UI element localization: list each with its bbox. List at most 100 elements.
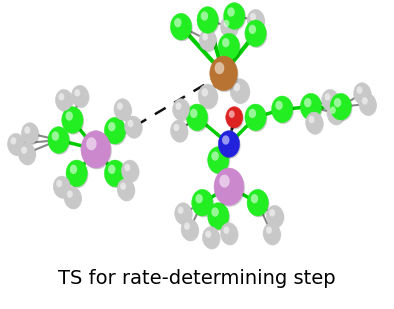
Circle shape: [49, 128, 70, 155]
Circle shape: [9, 135, 26, 156]
Circle shape: [224, 3, 245, 29]
Circle shape: [227, 7, 235, 17]
Circle shape: [62, 107, 83, 133]
Circle shape: [24, 126, 30, 134]
Circle shape: [219, 132, 241, 159]
Circle shape: [181, 219, 198, 240]
Circle shape: [58, 93, 64, 100]
Circle shape: [106, 161, 127, 188]
Text: TS for rate-determining step: TS for rate-determining step: [58, 269, 336, 288]
Circle shape: [106, 119, 127, 145]
Circle shape: [328, 104, 345, 125]
Circle shape: [128, 120, 134, 127]
Circle shape: [108, 165, 115, 174]
Circle shape: [230, 79, 249, 103]
Circle shape: [117, 179, 134, 200]
Circle shape: [300, 93, 322, 120]
Circle shape: [114, 99, 131, 120]
Circle shape: [323, 91, 340, 112]
Circle shape: [173, 124, 179, 131]
Circle shape: [248, 191, 269, 217]
Circle shape: [209, 148, 230, 175]
Circle shape: [63, 108, 84, 135]
Circle shape: [71, 85, 88, 107]
Circle shape: [86, 137, 97, 150]
Circle shape: [176, 204, 193, 225]
Circle shape: [271, 96, 293, 123]
Circle shape: [104, 117, 126, 144]
Circle shape: [325, 93, 331, 100]
Circle shape: [250, 13, 256, 20]
Circle shape: [104, 160, 126, 187]
Circle shape: [248, 11, 265, 32]
Circle shape: [203, 228, 220, 249]
Circle shape: [19, 144, 36, 165]
Circle shape: [21, 146, 27, 154]
Circle shape: [70, 165, 77, 174]
Circle shape: [330, 93, 351, 120]
Circle shape: [56, 91, 73, 112]
Circle shape: [72, 87, 89, 108]
Circle shape: [186, 104, 208, 131]
Circle shape: [247, 9, 264, 31]
Circle shape: [249, 25, 256, 34]
Circle shape: [67, 190, 73, 198]
Circle shape: [126, 117, 143, 139]
Circle shape: [199, 29, 216, 51]
Circle shape: [174, 18, 182, 27]
Circle shape: [227, 108, 244, 129]
Circle shape: [54, 177, 71, 199]
Circle shape: [266, 226, 272, 234]
Circle shape: [125, 164, 130, 171]
Circle shape: [322, 89, 338, 111]
Circle shape: [221, 224, 238, 245]
Circle shape: [66, 160, 87, 187]
Circle shape: [275, 101, 283, 110]
Circle shape: [306, 112, 323, 133]
Circle shape: [18, 143, 35, 164]
Circle shape: [170, 13, 191, 40]
Circle shape: [82, 132, 112, 169]
Circle shape: [251, 194, 258, 203]
Circle shape: [56, 89, 72, 111]
Circle shape: [330, 106, 336, 114]
Circle shape: [74, 89, 80, 96]
Circle shape: [220, 223, 238, 244]
Circle shape: [175, 203, 191, 224]
Circle shape: [225, 4, 246, 31]
Circle shape: [10, 137, 17, 145]
Circle shape: [178, 206, 184, 214]
Circle shape: [222, 135, 229, 145]
Circle shape: [269, 209, 275, 217]
Circle shape: [360, 95, 377, 116]
Circle shape: [202, 33, 208, 40]
Circle shape: [263, 223, 280, 244]
Circle shape: [120, 182, 126, 190]
Circle shape: [125, 116, 141, 138]
Circle shape: [174, 100, 191, 121]
Circle shape: [201, 11, 208, 21]
Circle shape: [223, 226, 229, 234]
Circle shape: [193, 191, 214, 217]
Circle shape: [215, 169, 245, 207]
Circle shape: [211, 57, 238, 92]
Circle shape: [201, 88, 208, 97]
Circle shape: [53, 176, 70, 197]
Circle shape: [327, 103, 344, 124]
Circle shape: [117, 102, 123, 110]
Circle shape: [182, 220, 199, 241]
Circle shape: [219, 175, 230, 188]
Circle shape: [197, 7, 218, 33]
Circle shape: [357, 87, 362, 94]
Circle shape: [205, 231, 211, 238]
Circle shape: [222, 38, 229, 47]
Circle shape: [307, 113, 324, 135]
Circle shape: [221, 17, 238, 39]
Circle shape: [170, 120, 188, 141]
Circle shape: [331, 95, 353, 121]
Circle shape: [245, 104, 266, 131]
Circle shape: [67, 161, 88, 188]
Circle shape: [208, 203, 229, 229]
Circle shape: [353, 83, 371, 104]
Circle shape: [233, 83, 240, 91]
